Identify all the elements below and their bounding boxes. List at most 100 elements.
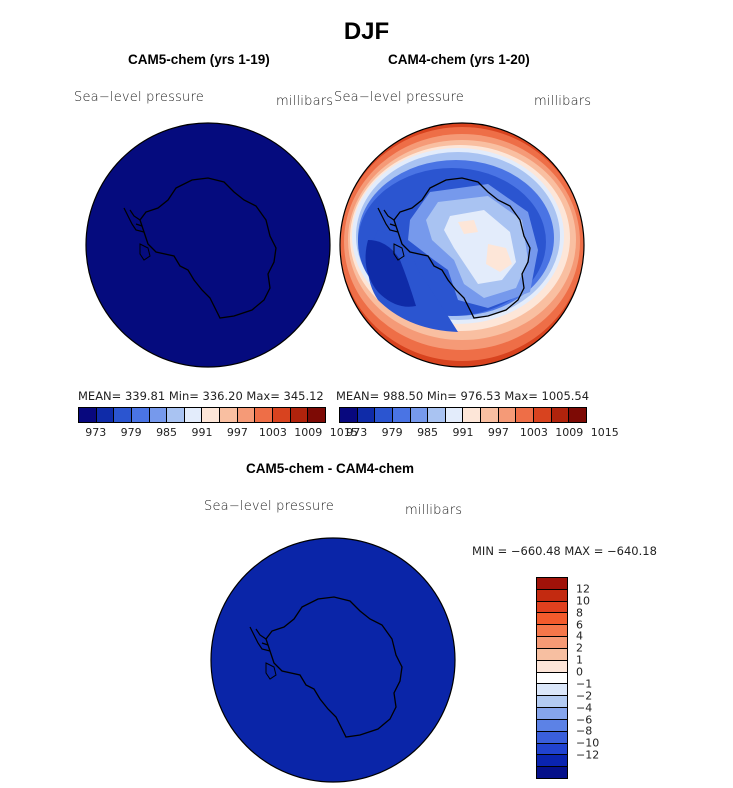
panel1-map	[85, 122, 331, 368]
panel2-colorbar-swatch	[481, 408, 499, 422]
panel1-colorbar-swatch	[308, 408, 325, 422]
panel1-units-label: millibars	[276, 94, 334, 109]
panel1-colorbar-ticks: 973 979 985 991 997 1003 1009 1015	[78, 426, 358, 440]
panel2-colorbar-tick-label: 1003	[519, 426, 548, 439]
panel1-colorbar-swatch	[149, 408, 168, 422]
panel1-colorbar-tick-label: 991	[191, 426, 213, 439]
panel2-antarctica-outline	[393, 177, 531, 319]
panel1-stats: MEAN= 339.81 Min= 336.20 Max= 345.12	[78, 389, 324, 403]
panel1-colorbar-swatch	[255, 408, 274, 422]
panel1-colorbar	[78, 407, 326, 423]
diff-colorbar-swatch	[537, 672, 567, 685]
diff-colorbar-tick-label: −8	[576, 724, 593, 738]
panel1-colorbar-swatch	[131, 408, 150, 422]
panel1-peninsula-outline	[123, 207, 145, 233]
panel1-colorbar-swatch	[202, 408, 221, 422]
diff-colorbar-tick-label: 2	[576, 641, 583, 655]
diff-colorbar-swatch	[537, 613, 567, 626]
diff-colorbar-swatch	[537, 696, 567, 709]
diff-colorbar-swatch	[537, 578, 567, 590]
diff-colorbar-swatch	[537, 648, 567, 661]
panel3-variable-label: Sea−level pressure	[204, 499, 334, 514]
panel2-colorbar-tick-label: 1009	[555, 426, 584, 439]
panel2-colorbar-tick-label: 973	[346, 426, 368, 439]
panel1-ice-shelf-outline	[139, 243, 151, 261]
diff-colorbar-tick-label: 6	[576, 618, 583, 632]
diff-colorbar-tick-label: 10	[576, 594, 590, 608]
panel1-colorbar-swatch	[237, 408, 256, 422]
diff-colorbar-tick-label: −6	[576, 713, 593, 727]
panel1-title: CAM5-chem (yrs 1-19)	[128, 52, 270, 67]
panel2-ice-shelf-outline	[393, 243, 405, 261]
season-title: DJF	[343, 18, 390, 45]
panel2-colorbar-swatch	[551, 408, 570, 422]
panel3-title: CAM5-chem - CAM4-chem	[246, 461, 415, 476]
diff-colorbar-swatch	[537, 637, 567, 649]
panel1-colorbar-swatch	[220, 408, 238, 422]
panel1-colorbar-swatch	[79, 408, 97, 422]
panel2-stats: MEAN= 988.50 Min= 976.53 Max= 1005.54	[336, 389, 590, 403]
panel2-colorbar-swatch	[410, 408, 429, 422]
diff-colorbar-tick-label: 12	[576, 582, 590, 596]
panel2-colorbar-ticks: 973 979 985 991 997 1003 1009 1015	[339, 426, 619, 440]
diff-colorbar-swatch	[537, 625, 567, 638]
panel2-colorbar-swatch	[357, 408, 376, 422]
panel2-colorbar-tick-label: 979	[381, 426, 403, 439]
panel2-colorbar-swatch	[428, 408, 446, 422]
diff-colorbar-tick-label: 4	[576, 629, 583, 643]
diff-colorbar-tick-label: −12	[576, 748, 600, 762]
diff-colorbar-tick-label: −10	[576, 736, 600, 750]
diff-colorbar	[536, 577, 568, 779]
panel3-units-label: millibars	[405, 503, 463, 518]
panel1-colorbar-swatch	[273, 408, 291, 422]
panel1-antarctica-outline	[139, 177, 277, 319]
diff-colorbar-tick-label: 0	[576, 665, 583, 679]
panel2-colorbar-tick-label: 991	[452, 426, 474, 439]
panel1-colorbar-tick-label: 1015	[329, 426, 358, 439]
panel2-colorbar-swatch	[375, 408, 393, 422]
diff-colorbar-swatch	[537, 767, 567, 779]
diff-colorbar-swatch	[537, 601, 567, 614]
panel1-colorbar-tick-label: 979	[120, 426, 142, 439]
panel3-peninsula-outline	[249, 626, 271, 652]
diff-colorbar-tick-label: −2	[576, 689, 593, 703]
panel2-colorbar-tick-label: 985	[417, 426, 439, 439]
panel3-map-fill	[210, 537, 456, 783]
diff-colorbar-swatch	[537, 589, 567, 602]
panel2-colorbar-swatch	[340, 408, 358, 422]
panel1-colorbar-swatch	[184, 408, 203, 422]
panel1-colorbar-tick-label: 973	[85, 426, 107, 439]
diff-colorbar-swatch	[537, 731, 567, 744]
panel1-colorbar-tick-label: 1003	[258, 426, 287, 439]
panel2-low-pressure-core	[365, 240, 416, 307]
panel2-variable-label: Sea−level pressure	[334, 90, 464, 105]
panel2-title: CAM4-chem (yrs 1-20)	[388, 52, 530, 67]
panel2-plateau-peak-2	[458, 220, 478, 234]
panel2-colorbar-swatch	[569, 408, 586, 422]
diff-colorbar-swatch	[537, 708, 567, 720]
panel3-ice-shelf-outline	[265, 662, 277, 680]
diff-colorbar-tick-label: 1	[576, 653, 583, 667]
panel2-plateau-peak	[486, 244, 512, 272]
panel3-antarctica-outline	[265, 596, 403, 738]
diff-colorbar-swatch	[537, 755, 567, 768]
panel1-map-fill	[85, 122, 331, 368]
diff-colorbar-swatch	[537, 660, 567, 673]
panel2-map	[339, 122, 585, 368]
panel2-colorbar-tick-label: 1015	[590, 426, 619, 439]
panel1-variable-label: Sea−level pressure	[74, 90, 204, 105]
panel2-colorbar-swatch	[498, 408, 517, 422]
panel2-colorbar-swatch	[445, 408, 464, 422]
panel1-colorbar-tick-label: 1009	[294, 426, 323, 439]
diff-colorbar-swatch	[537, 743, 567, 756]
panel3-stats: MIN = −660.48 MAX = −640.18	[472, 544, 657, 558]
panel1-colorbar-tick-label: 985	[156, 426, 178, 439]
panel3-map	[210, 537, 456, 783]
panel1-colorbar-tick-label: 997	[226, 426, 248, 439]
diff-colorbar-tick-label: −4	[576, 701, 593, 715]
panel2-colorbar-swatch	[392, 408, 411, 422]
panel2-colorbar-swatch	[516, 408, 535, 422]
panel1-colorbar-swatch	[96, 408, 115, 422]
panel2-units-label: millibars	[534, 94, 592, 109]
panel2-colorbar	[339, 407, 587, 423]
